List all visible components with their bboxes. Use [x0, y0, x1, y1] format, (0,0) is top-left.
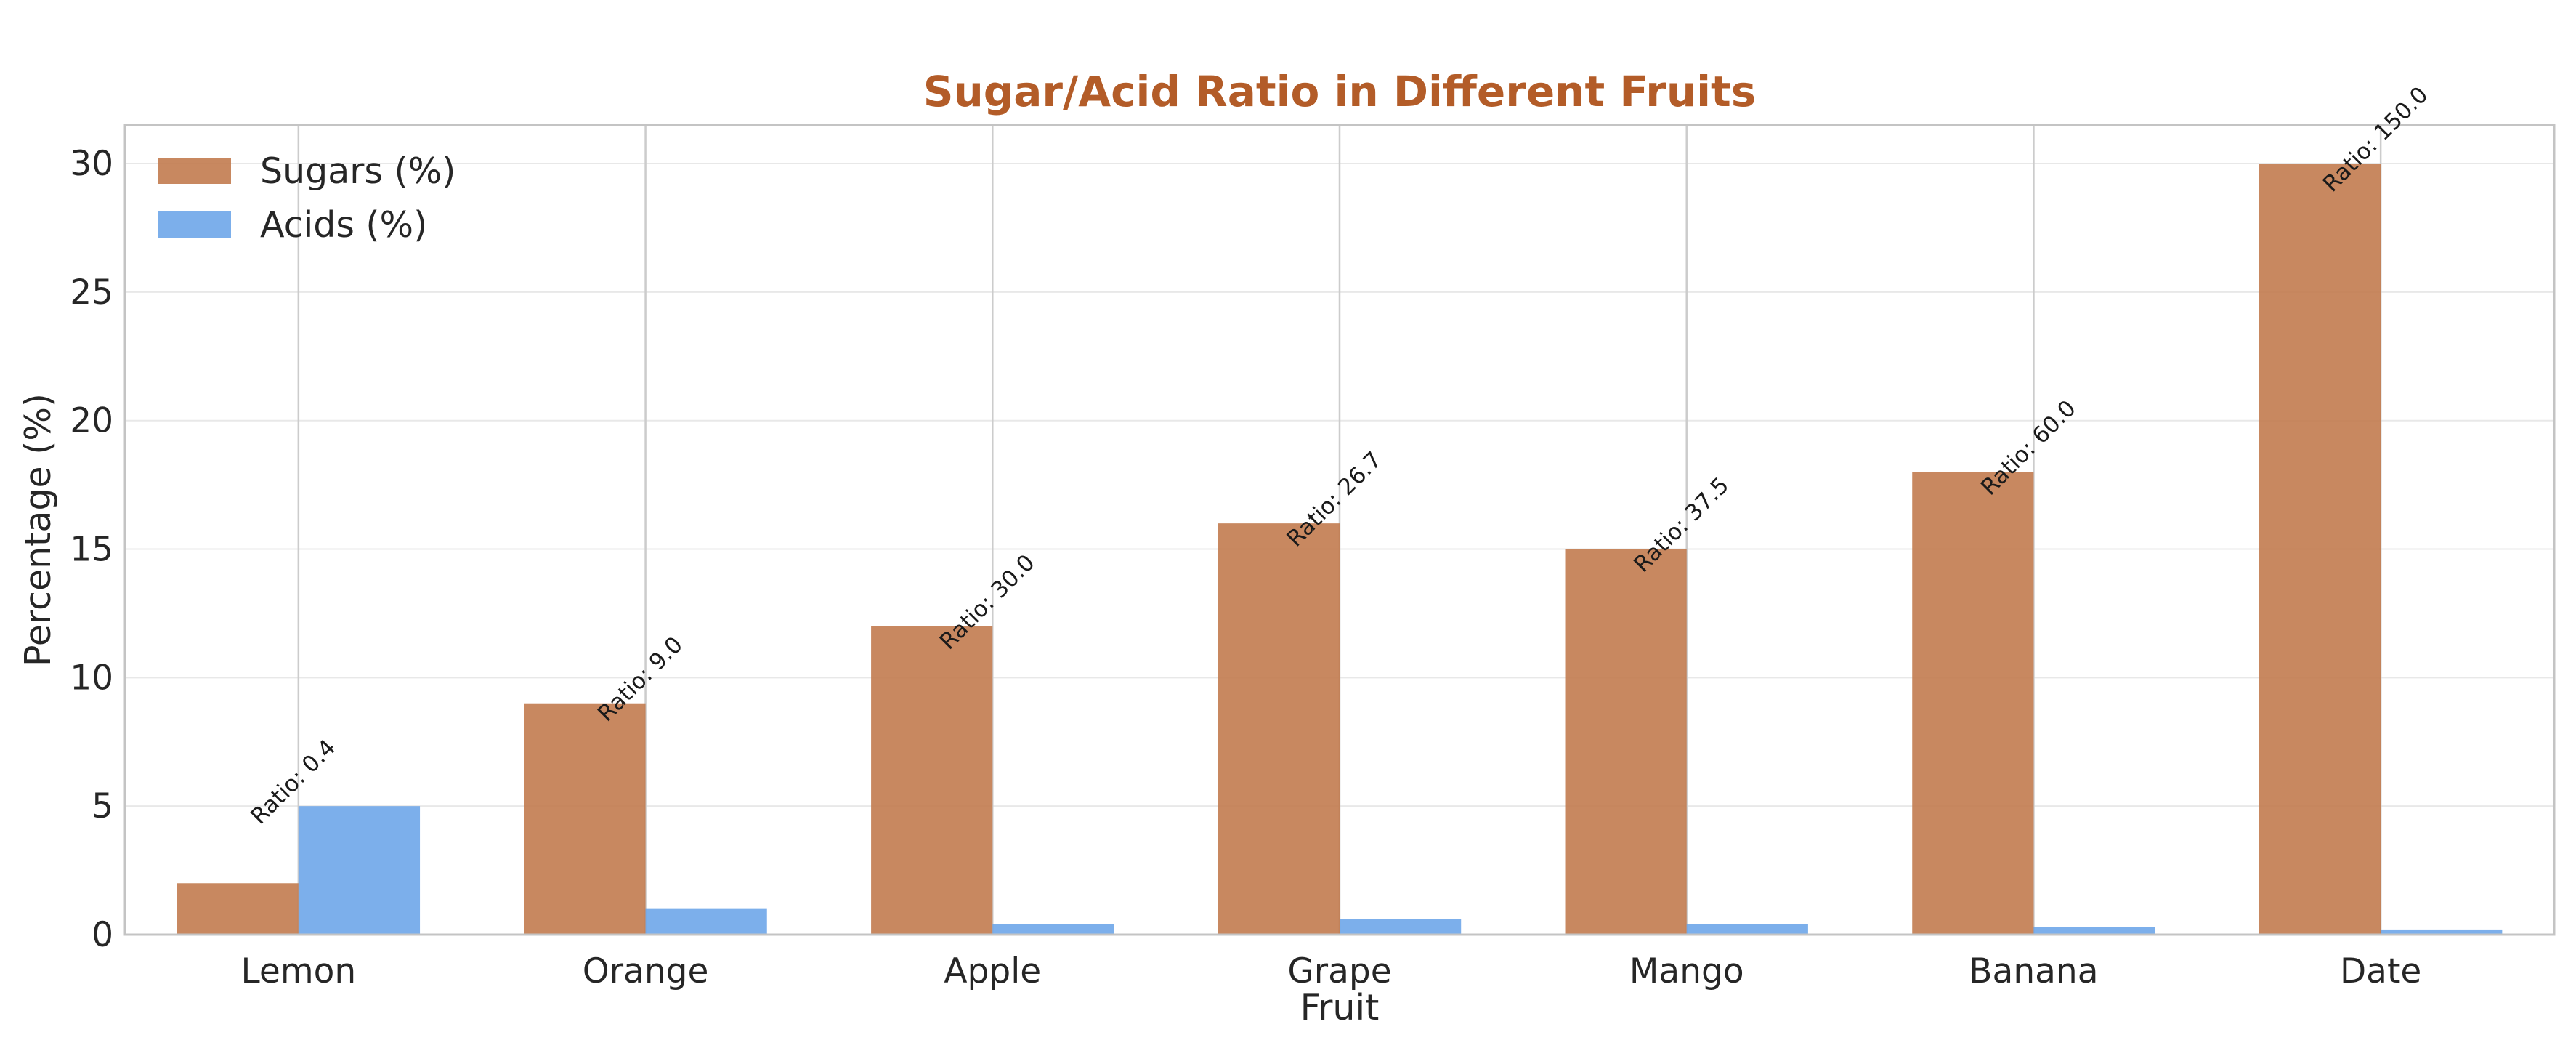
bar-sugars-orange: [524, 703, 646, 935]
x-tick-label: Lemon: [241, 951, 357, 991]
bar-acids-grape: [1340, 919, 1462, 935]
legend-swatch-acids: [158, 211, 231, 238]
legend-swatch-sugars: [158, 158, 231, 184]
x-tick-label: Mango: [1629, 951, 1744, 991]
y-axis-title: Percentage (%): [17, 393, 59, 666]
y-tick-label: 5: [92, 786, 113, 826]
x-tick-label: Apple: [944, 951, 1041, 991]
y-tick-label: 30: [70, 144, 113, 184]
bar-acids-mango: [1686, 924, 1808, 935]
bar-sugars-lemon: [177, 883, 299, 935]
bar-sugars-banana: [1912, 472, 2034, 935]
plot-frame: [123, 124, 2556, 936]
chart-title: Sugar/Acid Ratio in Different Fruits: [923, 67, 1757, 116]
bars-layer: [177, 164, 2503, 935]
legend-label-sugars: Sugars (%): [260, 150, 455, 192]
x-axis-title: Fruit: [1300, 987, 1380, 1028]
bar-acids-lemon: [298, 806, 421, 935]
legend: Sugars (%) Acids (%): [158, 150, 455, 246]
x-tick-label: Orange: [583, 951, 709, 991]
y-tick-label: 20: [70, 401, 113, 441]
bar-acids-orange: [645, 908, 767, 935]
bar-sugars-grape: [1218, 523, 1340, 935]
legend-label-acids: Acids (%): [260, 204, 427, 246]
y-tick-label: 15: [70, 530, 113, 570]
bar-acids-banana: [2033, 927, 2155, 935]
y-tick-label: 10: [70, 658, 113, 698]
bar-sugars-date: [2259, 164, 2381, 935]
bar-acids-apple: [992, 924, 1114, 935]
bar-acids-date: [2381, 929, 2503, 935]
plot-border: [123, 124, 2556, 936]
x-tick-label: Banana: [1969, 951, 2098, 991]
x-tick-label: Date: [2340, 951, 2421, 991]
x-tick-label: Grape: [1287, 951, 1391, 991]
bar-sugars-apple: [871, 626, 993, 935]
y-tick-label: 0: [92, 915, 113, 955]
y-tick-label: 25: [70, 273, 113, 313]
bar-sugars-mango: [1565, 549, 1687, 935]
